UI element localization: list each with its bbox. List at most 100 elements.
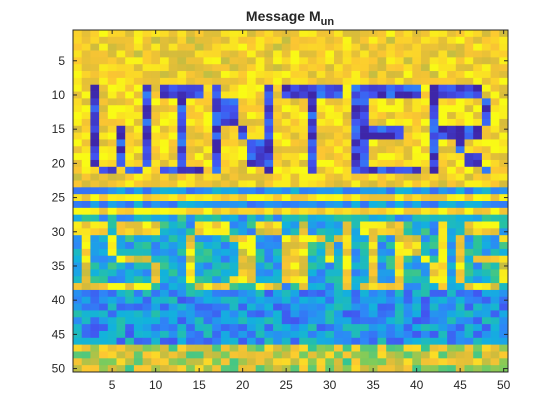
heatmap-cell (429, 91, 439, 99)
heatmap-cell (403, 317, 413, 325)
heatmap-cell (455, 166, 465, 174)
heatmap-cell (412, 139, 422, 147)
heatmap-cell (151, 276, 161, 284)
heatmap-cell (421, 221, 431, 229)
heatmap-cell (186, 159, 196, 168)
heatmap-cell (90, 180, 100, 188)
heatmap-cell (360, 242, 370, 250)
heatmap-cell (273, 235, 283, 243)
heatmap-cell (429, 105, 439, 113)
heatmap-cell (447, 125, 457, 133)
heatmap-cell (125, 262, 135, 270)
heatmap-cell (334, 84, 344, 92)
heatmap-cell (403, 310, 413, 318)
heatmap-cell (220, 221, 230, 229)
heatmap-cell (342, 269, 352, 277)
heatmap-cell (334, 358, 344, 366)
heatmap-cell (499, 180, 509, 188)
heatmap-cell (290, 180, 300, 188)
heatmap-cell (429, 173, 439, 181)
heatmap-cell (403, 262, 413, 270)
heatmap-cell (368, 317, 378, 325)
heatmap-cell (499, 166, 509, 174)
heatmap-cell (481, 324, 491, 332)
heatmap-cell (168, 194, 178, 202)
heatmap-cell (316, 248, 326, 257)
heatmap-cell (255, 310, 265, 318)
heatmap-cell (429, 262, 439, 270)
heatmap-cell (203, 132, 213, 140)
heatmap-cell (203, 255, 213, 263)
heatmap-cell (499, 228, 509, 236)
heatmap-cell (447, 351, 457, 359)
heatmap-cell (351, 324, 361, 332)
heatmap-cell (151, 303, 161, 311)
heatmap-cell (281, 351, 291, 359)
heatmap-cell (360, 201, 370, 209)
heatmap-cell (429, 98, 439, 106)
heatmap-cell (421, 337, 431, 345)
heatmap-cell (368, 201, 378, 209)
heatmap-cell (386, 330, 396, 339)
heatmap-cell (203, 324, 213, 332)
heatmap-cell (325, 262, 335, 270)
heatmap-cell (386, 262, 396, 270)
heatmap-cell (290, 77, 300, 86)
heatmap-cell (281, 255, 291, 263)
heatmap-cell (447, 159, 457, 168)
heatmap-cell (186, 344, 196, 352)
heatmap-cell (212, 194, 222, 202)
heatmap-cell (403, 36, 413, 45)
heatmap-cell (360, 365, 370, 373)
heatmap-cell (438, 330, 448, 339)
heatmap-cell (481, 166, 491, 174)
heatmap-cell (264, 228, 274, 236)
heatmap-cell (455, 242, 465, 250)
heatmap-cell (473, 118, 483, 127)
heatmap-cell (386, 221, 396, 229)
heatmap-cell (255, 64, 265, 72)
heatmap-cell (229, 153, 239, 161)
heatmap-cell (212, 77, 222, 86)
heatmap-cell (290, 221, 300, 229)
heatmap-cell (281, 166, 291, 174)
heatmap-cell (368, 180, 378, 188)
heatmap-cell (421, 77, 431, 86)
heatmap-cell (490, 146, 500, 154)
heatmap-cell (255, 269, 265, 277)
heatmap-cell (81, 262, 91, 270)
heatmap-cell (186, 201, 196, 209)
heatmap-cell (264, 194, 274, 202)
heatmap-cell (125, 57, 135, 65)
heatmap-cell (377, 289, 387, 298)
heatmap-cell (325, 358, 335, 366)
heatmap-cell (99, 283, 109, 291)
heatmap-cell (168, 276, 178, 284)
heatmap-cell (247, 64, 257, 72)
heatmap-cell (273, 71, 283, 79)
heatmap-cell (490, 324, 500, 332)
heatmap-cell (334, 105, 344, 113)
heatmap-cell (264, 64, 274, 72)
heatmap-cell (116, 262, 126, 270)
heatmap-cell (142, 235, 152, 243)
heatmap-cell (238, 337, 248, 345)
heatmap-cell (490, 153, 500, 161)
heatmap-cell (125, 112, 135, 120)
heatmap-cell (273, 207, 283, 216)
heatmap-cell (151, 180, 161, 188)
heatmap-cell (116, 159, 126, 168)
heatmap-cell (125, 248, 135, 257)
heatmap-cell (133, 330, 143, 339)
heatmap-cell (299, 242, 309, 250)
heatmap-cell (133, 166, 143, 174)
heatmap-cell (229, 71, 239, 79)
heatmap-cell (299, 283, 309, 291)
heatmap-cell (81, 228, 91, 236)
heatmap-cell (299, 173, 309, 181)
heatmap-cell (125, 221, 135, 229)
heatmap-cell (473, 317, 483, 325)
heatmap-cell (90, 187, 100, 195)
heatmap-cell (334, 64, 344, 72)
heatmap-cell (455, 255, 465, 263)
